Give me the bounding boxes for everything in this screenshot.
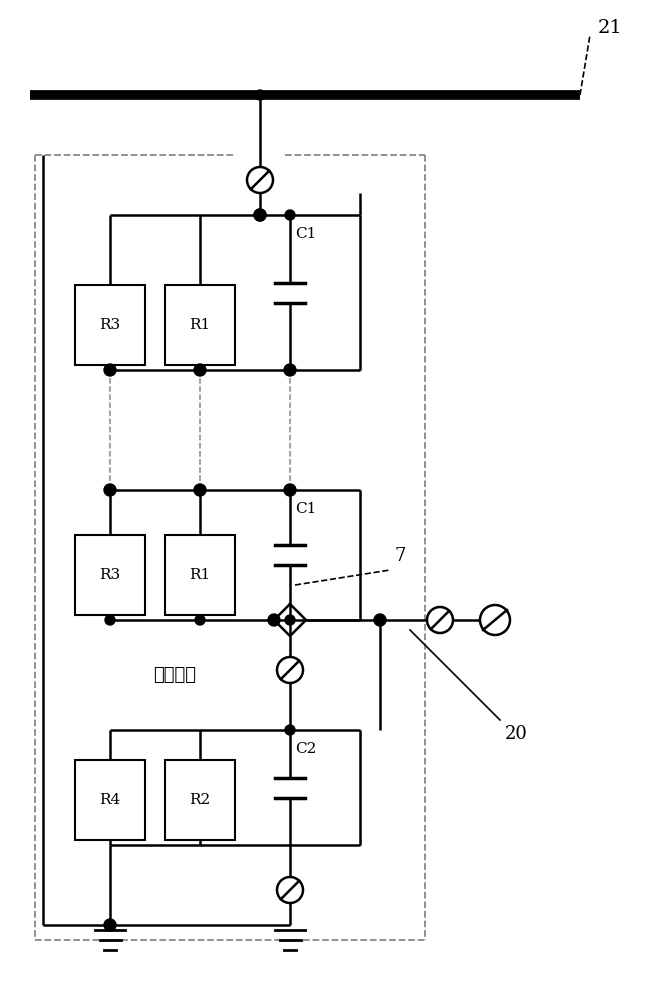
Bar <box>165 760 235 840</box>
Text: 一次分压: 一次分压 <box>154 666 196 684</box>
Text: R3: R3 <box>99 318 120 332</box>
Text: C2: C2 <box>295 742 317 756</box>
Circle shape <box>374 614 386 626</box>
Text: C1: C1 <box>295 227 317 241</box>
Circle shape <box>268 614 280 626</box>
Text: R1: R1 <box>190 318 211 332</box>
Text: C1: C1 <box>295 502 317 516</box>
Circle shape <box>285 615 295 625</box>
Circle shape <box>105 615 115 625</box>
Circle shape <box>104 484 116 496</box>
Circle shape <box>285 725 295 735</box>
Circle shape <box>284 364 296 376</box>
Bar <box>75 535 145 615</box>
Circle shape <box>284 484 296 496</box>
Text: R3: R3 <box>99 568 120 582</box>
Bar <box>75 285 145 365</box>
Circle shape <box>195 615 205 625</box>
Text: 20: 20 <box>505 725 528 743</box>
Circle shape <box>194 364 206 376</box>
Circle shape <box>104 364 116 376</box>
Circle shape <box>255 90 265 100</box>
Bar <box>165 285 235 365</box>
Circle shape <box>254 209 266 221</box>
Circle shape <box>254 209 266 221</box>
Text: R2: R2 <box>190 793 211 807</box>
Text: 21: 21 <box>598 19 623 37</box>
Circle shape <box>194 484 206 496</box>
Bar <box>165 535 235 615</box>
Circle shape <box>104 919 116 931</box>
Text: R1: R1 <box>190 568 211 582</box>
Bar <box>75 760 145 840</box>
Circle shape <box>285 210 295 220</box>
Text: R4: R4 <box>99 793 120 807</box>
Text: 7: 7 <box>395 547 406 565</box>
